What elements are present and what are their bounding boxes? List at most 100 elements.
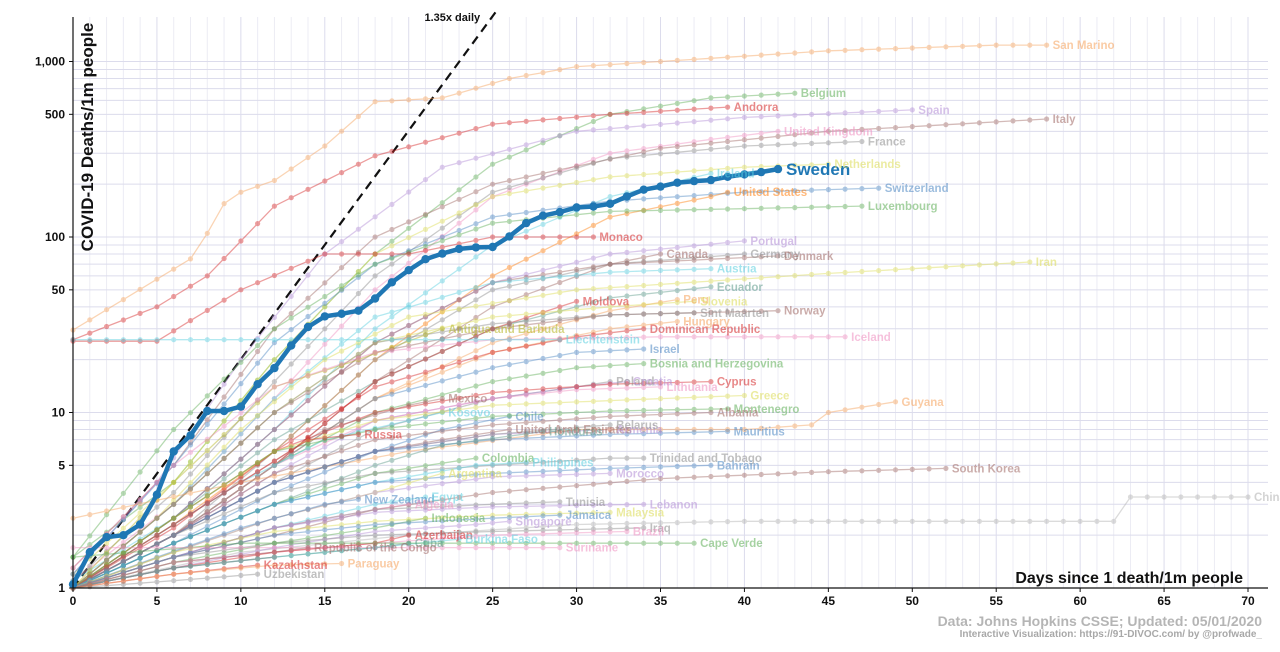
series-point <box>607 269 613 275</box>
series-point <box>137 564 143 571</box>
series-point <box>490 389 496 396</box>
series-point <box>339 435 345 441</box>
series-line <box>72 411 443 589</box>
series-point <box>389 251 395 257</box>
series-point <box>641 477 647 483</box>
series-point <box>355 274 361 280</box>
series-point <box>322 444 328 450</box>
series-montenegro <box>70 406 731 591</box>
series-point <box>624 385 630 391</box>
series-point <box>674 318 680 325</box>
series-point <box>574 502 580 508</box>
series-point <box>389 148 395 154</box>
series-point <box>389 238 395 244</box>
series-point <box>104 550 110 556</box>
series-point <box>355 226 361 232</box>
series-point <box>439 325 445 331</box>
series-point <box>104 557 110 563</box>
series-point <box>473 438 479 444</box>
series-point <box>255 488 261 494</box>
series-point <box>657 520 664 526</box>
highlight-point <box>622 192 632 201</box>
series-point <box>271 489 277 496</box>
series-point <box>288 474 294 480</box>
series-point <box>355 269 361 275</box>
series-point <box>288 530 294 537</box>
series-point <box>322 143 328 149</box>
series-point <box>104 575 110 581</box>
series-point <box>557 352 563 359</box>
series-point <box>1027 518 1033 524</box>
series-point <box>389 407 395 413</box>
series-line <box>72 457 644 589</box>
series-point <box>187 484 194 490</box>
series-point <box>473 85 479 91</box>
series-point <box>137 337 143 343</box>
series-point <box>255 474 261 480</box>
series-point <box>221 471 227 477</box>
series-point <box>339 406 345 413</box>
series-point <box>305 545 311 551</box>
series-point <box>993 518 999 524</box>
series-point <box>691 286 697 292</box>
series-point <box>758 205 764 211</box>
series-point <box>473 314 479 321</box>
series-point <box>389 421 395 427</box>
series-point <box>439 238 445 244</box>
series-point <box>389 331 395 337</box>
series-point <box>456 434 462 440</box>
series-point <box>87 582 93 588</box>
series-point <box>87 576 93 582</box>
series-point <box>607 214 613 220</box>
country-label: Israel <box>650 344 680 356</box>
series-point <box>490 462 496 468</box>
series-point <box>120 514 126 520</box>
series-point <box>775 188 781 194</box>
series-point <box>104 564 110 570</box>
series-point <box>204 489 210 495</box>
series-point <box>590 521 597 527</box>
series-point <box>355 431 361 437</box>
series-point <box>775 205 781 211</box>
series-point <box>137 564 143 571</box>
series-point <box>557 530 563 536</box>
series-croatia <box>70 379 630 591</box>
series-point <box>624 124 630 130</box>
series-line <box>72 92 795 558</box>
series-point <box>271 409 277 416</box>
series-point <box>590 386 597 392</box>
series-line <box>72 300 577 589</box>
series-point <box>288 522 294 528</box>
series-point <box>540 221 546 227</box>
series-point <box>657 257 664 263</box>
highlight-point <box>253 380 262 389</box>
series-point <box>271 462 277 468</box>
series-point <box>741 276 748 282</box>
series-point <box>137 564 143 571</box>
series-point <box>943 264 949 270</box>
country-label: Mexico <box>448 394 487 406</box>
series-point <box>187 545 194 551</box>
series-line <box>72 394 745 589</box>
series-point <box>406 225 412 231</box>
series-point <box>624 328 630 334</box>
series-point <box>154 564 160 570</box>
series-point <box>221 532 227 538</box>
series-point <box>825 518 832 524</box>
series-point <box>607 261 613 267</box>
series-point <box>187 520 194 527</box>
series-point <box>339 448 345 454</box>
series-point <box>154 541 160 547</box>
series-point <box>422 290 429 296</box>
series-point <box>741 143 748 149</box>
series-point <box>120 569 126 576</box>
series-point <box>238 539 244 546</box>
series-point <box>137 529 143 535</box>
series-point <box>590 329 597 335</box>
series-point <box>322 453 328 460</box>
series-point <box>271 515 277 521</box>
series-point <box>607 480 613 486</box>
series-point <box>137 550 143 556</box>
series-point <box>87 573 93 580</box>
series-point <box>288 511 294 517</box>
